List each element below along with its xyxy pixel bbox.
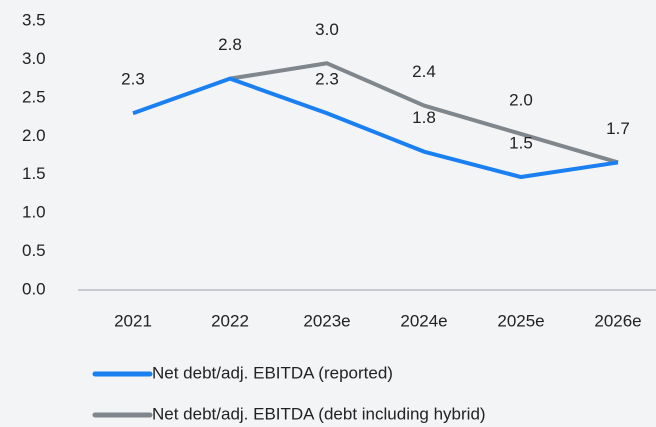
- x-tick-label: 2021: [114, 311, 152, 330]
- x-tick-label: 2022: [211, 311, 249, 330]
- y-tick-label: 3.0: [22, 49, 46, 68]
- series-line: [229, 61, 619, 165]
- y-tick-label: 1.0: [22, 203, 46, 222]
- x-tick-label: 2025e: [497, 311, 544, 330]
- series-line: [132, 76, 619, 180]
- legend-label: Net debt/adj. EBITDA (debt including hyb…: [152, 404, 486, 423]
- data-label: 2.4: [412, 62, 436, 81]
- data-label: 1.5: [509, 134, 533, 153]
- y-tick-label: 2.0: [22, 126, 46, 145]
- y-tick-label: 3.5: [22, 10, 46, 29]
- data-label: 2.8: [218, 35, 242, 54]
- y-tick-label: 0.5: [22, 241, 46, 260]
- data-label: 1.8: [412, 108, 436, 127]
- x-tick-label: 2024e: [400, 311, 447, 330]
- x-tick-label: 2026e: [594, 311, 641, 330]
- data-label: 2.3: [315, 70, 339, 89]
- data-label: 3.0: [315, 20, 339, 39]
- y-tick-label: 1.5: [22, 164, 46, 183]
- data-label: 2.3: [121, 70, 145, 89]
- data-label: 2.0: [509, 90, 533, 109]
- legend-label: Net debt/adj. EBITDA (reported): [152, 363, 393, 382]
- x-tick-label: 2023e: [303, 311, 350, 330]
- data-label: 1.7: [606, 119, 630, 138]
- y-tick-label: 0.0: [22, 279, 46, 298]
- y-tick-label: 2.5: [22, 87, 46, 106]
